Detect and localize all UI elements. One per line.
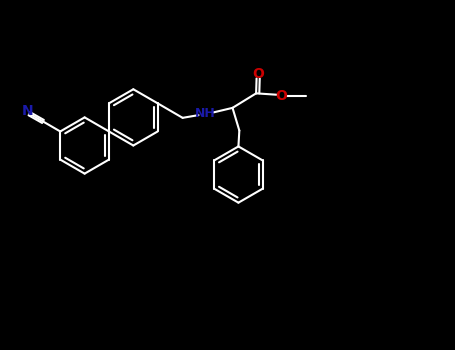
Text: NH: NH: [195, 107, 216, 120]
Text: O: O: [253, 67, 264, 81]
Text: N: N: [22, 105, 33, 119]
Text: O: O: [276, 89, 288, 103]
